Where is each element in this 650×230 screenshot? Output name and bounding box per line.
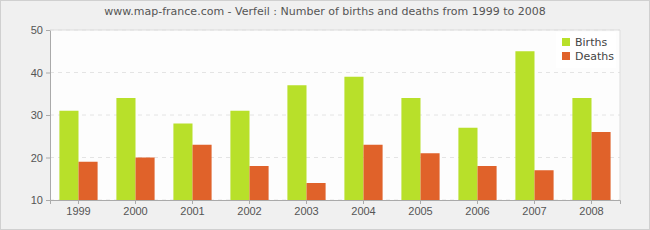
legend: BirthsDeaths (556, 32, 616, 68)
tick-mark (46, 115, 50, 116)
chart: www.map-france.com - Verfeil : Number of… (0, 0, 650, 230)
tick: 2007 (522, 200, 546, 217)
tick-label: 2002 (237, 205, 261, 217)
bar (136, 158, 155, 201)
series (59, 51, 591, 200)
legend-item: Deaths (562, 50, 614, 63)
bar (535, 170, 554, 200)
legend-swatch (562, 52, 570, 60)
legend-box (556, 32, 616, 68)
y-axis: 10 20 30 40 50 (31, 24, 51, 206)
bar (458, 128, 477, 200)
legend-label: Births (575, 36, 607, 49)
tick-label: 2006 (465, 205, 489, 217)
tick-mark (46, 158, 50, 159)
tick: 40 (31, 67, 50, 79)
bar (364, 145, 383, 200)
tick-label: 2005 (408, 205, 432, 217)
tick-mark (46, 30, 50, 31)
bar (307, 183, 326, 200)
axis-line (51, 201, 621, 205)
tick-label: 20 (31, 152, 43, 164)
tick: 2006 (465, 200, 489, 217)
tick-label: 50 (31, 24, 43, 36)
tick-mark (591, 200, 592, 204)
bar (230, 111, 249, 200)
tick-mark (249, 200, 250, 204)
bar (59, 111, 78, 200)
tick: 2003 (294, 200, 318, 217)
bars (59, 51, 610, 200)
frame (620, 30, 621, 200)
bar (421, 153, 440, 200)
series (79, 132, 611, 200)
tick-label: 30 (31, 109, 43, 121)
tick-mark (192, 200, 193, 204)
tick-mark (477, 200, 478, 204)
grid (50, 30, 620, 200)
bar (592, 132, 611, 200)
tick-label: 40 (31, 67, 43, 79)
title: www.map-france.com - Verfeil : Number of… (104, 5, 545, 18)
background (1, 1, 650, 230)
frame (50, 30, 620, 31)
bar (173, 124, 192, 201)
tick: 50 (31, 24, 50, 36)
bar (344, 77, 363, 200)
tick-mark (135, 200, 136, 204)
tick: 10 (31, 194, 50, 206)
legend-swatch (562, 38, 570, 46)
tick: 2000 (123, 200, 147, 217)
tick-mark (420, 200, 421, 204)
bar (287, 85, 306, 200)
tick-mark (78, 200, 79, 204)
x-axis: 1999 2000 2001 2002 2003 2004 2005 2006 2007 2008 (51, 200, 621, 217)
tick: 20 (31, 152, 50, 164)
tick-label: 1999 (66, 205, 90, 217)
legend-item: Births (562, 36, 607, 49)
tick: 30 (31, 109, 50, 121)
tick-label: 2001 (180, 205, 204, 217)
tick-label: 10 (31, 194, 43, 206)
bar (250, 166, 269, 200)
tick-mark (46, 73, 50, 74)
plot-area (50, 30, 620, 200)
tick: 2002 (237, 200, 261, 217)
bar (478, 166, 497, 200)
bar (515, 51, 534, 200)
tick: 2008 (579, 200, 603, 217)
bar (401, 98, 420, 200)
tick-label: 2007 (522, 205, 546, 217)
tick-mark (46, 200, 50, 201)
tick-label: 2008 (579, 205, 603, 217)
axis-line (46, 31, 51, 201)
bar (116, 98, 135, 200)
tick-mark (363, 200, 364, 204)
tick: 1999 (66, 200, 90, 217)
plot: 10 20 30 40 50 1999 2000 2001 2002 2003 2004 2005 20… (31, 24, 621, 217)
grid-line (50, 30, 620, 31)
bar (79, 162, 98, 200)
bar (193, 145, 212, 200)
tick-label: 2003 (294, 205, 318, 217)
tick: 2005 (408, 200, 432, 217)
tick: 2004 (351, 200, 375, 217)
tick-mark (306, 200, 307, 204)
bar (572, 98, 591, 200)
tick: 2001 (180, 200, 204, 217)
tick-label: 2004 (351, 205, 375, 217)
tick-label: 2000 (123, 205, 147, 217)
tick-mark (534, 200, 535, 204)
legend-label: Deaths (575, 50, 614, 63)
